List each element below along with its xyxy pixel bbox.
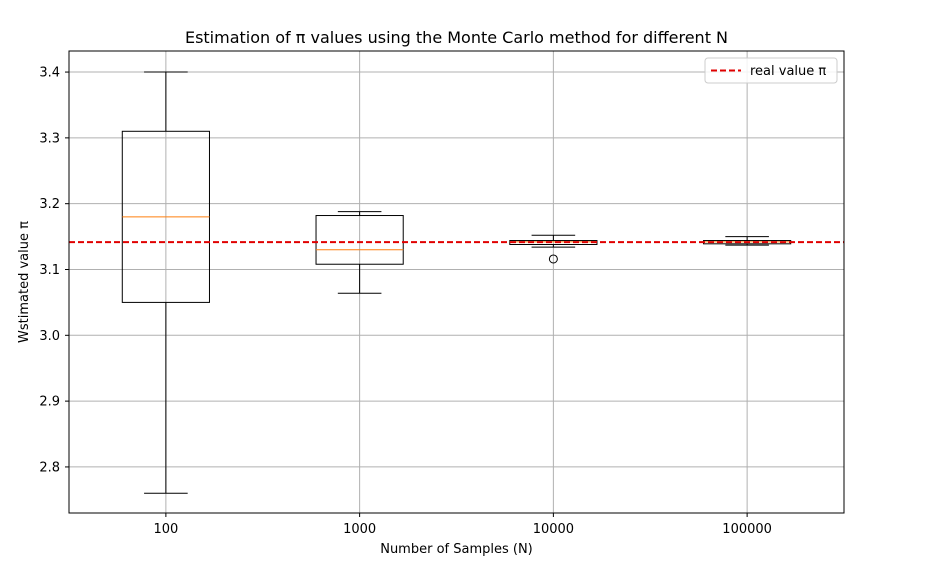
- y-tick-label: 3.3: [39, 131, 60, 146]
- y-axis-title: Wstimated value π: [17, 221, 32, 343]
- legend-label: real value π: [750, 64, 826, 79]
- legend-box: [704, 57, 838, 84]
- y-tick-label: 3.4: [39, 66, 60, 81]
- y-tick-label: 3.0: [39, 329, 60, 344]
- x-tick-label: 100: [153, 522, 178, 537]
- box-1000: [315, 211, 404, 294]
- x-tick-label: 1000: [343, 522, 376, 537]
- tick-layer: 2.8 2.9 3.0 3.1 3.2 3.3 3.4 100 1000 10000 100000: [39, 66, 772, 537]
- x-tick-label: 100000: [722, 522, 772, 537]
- y-tick-label: 3.2: [39, 197, 60, 212]
- x-tick-label: 10000: [533, 522, 574, 537]
- outlier-point: [548, 254, 558, 264]
- box-layer: [121, 71, 792, 494]
- box-100: [121, 71, 210, 494]
- grid-layer: [69, 51, 844, 513]
- iqr-box: [315, 215, 404, 265]
- y-tick-label: 3.1: [39, 263, 60, 278]
- y-tick-label: 2.8: [39, 460, 60, 475]
- legend: real value π: [704, 57, 838, 84]
- x-axis-title: Number of Samples (N): [380, 542, 533, 557]
- y-tick-label: 2.9: [39, 395, 60, 410]
- box-10000: [509, 234, 598, 264]
- chart-title: Estimation of π values using the Monte C…: [185, 28, 728, 47]
- plot-frame: [68, 50, 845, 514]
